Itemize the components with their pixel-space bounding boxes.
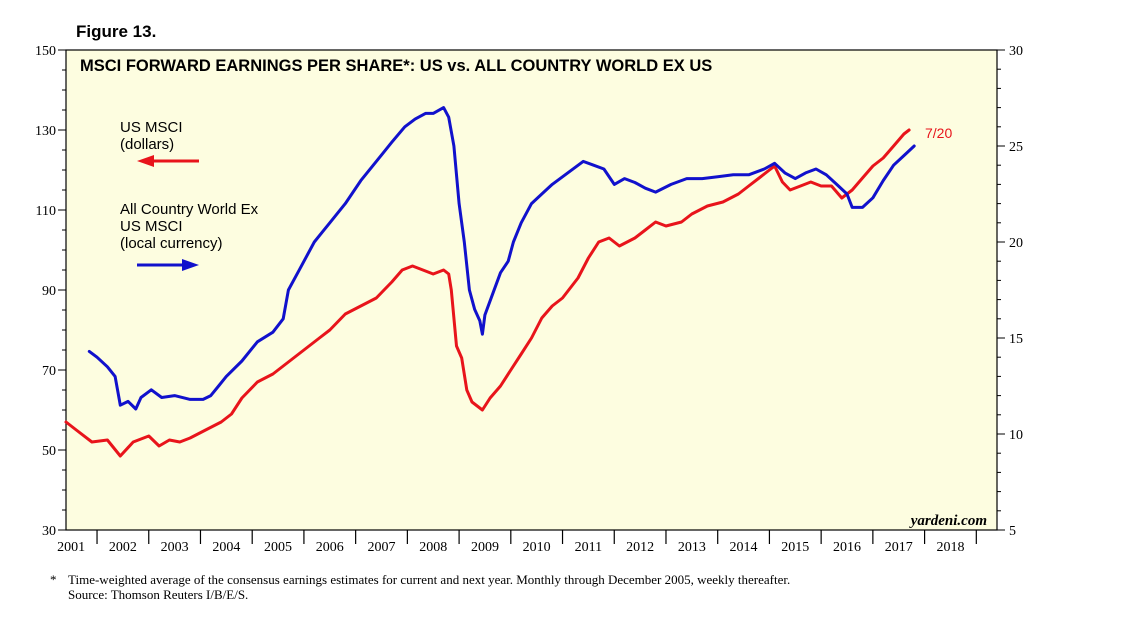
left-axis-tick-label: 70 — [42, 364, 56, 379]
footnote-marker: * — [50, 572, 57, 587]
watermark: yardeni.com — [909, 513, 987, 529]
legend-us-line1: US MSCI — [120, 119, 183, 136]
x-axis-tick-label: 2011 — [575, 540, 602, 555]
x-axis: 2001 2002 2003 2004 2005 2006 2007 2008 2009 2010… — [57, 530, 977, 555]
x-axis-tick-label: 2013 — [678, 540, 706, 555]
legend-us-line2: (dollars) — [120, 136, 174, 153]
x-axis-tick-label: 2012 — [626, 540, 654, 555]
footnote-text: Time-weighted average of the consensus e… — [68, 572, 791, 587]
x-axis-tick-label: 2002 — [109, 540, 137, 555]
chart-title: MSCI FORWARD EARNINGS PER SHARE*: US vs.… — [80, 57, 712, 75]
figure-label: Figure 13. — [76, 22, 156, 41]
x-axis-tick-label: 2015 — [781, 540, 809, 555]
x-axis-tick-label: 2003 — [161, 540, 189, 555]
right-axis-tick-label: 20 — [1009, 236, 1023, 251]
x-axis-tick-label: 2016 — [833, 540, 861, 555]
end-date-label: 7/20 — [925, 125, 952, 141]
x-axis-tick-label: 2007 — [368, 540, 396, 555]
left-axis-tick-label: 150 — [35, 44, 56, 59]
left-axis-tick-label: 110 — [36, 204, 56, 219]
left-axis: 30 50 70 90 110 130 150 — [35, 44, 66, 539]
legend-acwx-line2: US MSCI — [120, 218, 183, 235]
x-axis-tick-label: 2017 — [885, 540, 913, 555]
left-axis-tick-label: 50 — [42, 444, 56, 459]
x-axis-tick-label: 2009 — [471, 540, 499, 555]
right-axis-tick-label: 10 — [1009, 428, 1023, 443]
x-axis-tick-label: 2005 — [264, 540, 292, 555]
x-axis-tick-label: 2004 — [212, 540, 240, 555]
acwx-msci-line — [87, 106, 916, 411]
legend-acwx-line3: (local currency) — [120, 235, 223, 252]
right-axis-tick-label: 5 — [1009, 524, 1016, 539]
legend-acwx-arrow-icon — [137, 259, 199, 271]
right-axis: 5 10 15 20 25 30 — [997, 44, 1023, 539]
x-axis-tick-label: 2008 — [419, 540, 447, 555]
legend-acwx-line1: All Country World Ex — [120, 201, 259, 218]
series-lines — [64, 106, 916, 458]
x-axis-tick-label: 2006 — [316, 540, 344, 555]
us-msci-line — [64, 128, 911, 458]
right-axis-tick-label: 25 — [1009, 140, 1023, 155]
x-axis-tick-label: 2010 — [523, 540, 551, 555]
plot-area — [65, 49, 998, 531]
x-axis-tick-label: 2001 — [57, 540, 85, 555]
legend-us-arrow-icon — [137, 155, 199, 167]
chart: Figure 13. MSCI FORWARD EARNINGS PER SHA… — [35, 22, 1023, 555]
left-axis-tick-label: 30 — [42, 524, 56, 539]
legend: US MSCI (dollars) All Country World Ex U… — [120, 119, 259, 271]
x-axis-tick-label: 2014 — [730, 540, 758, 555]
right-axis-tick-label: 15 — [1009, 332, 1023, 347]
x-axis-tick-label: 2018 — [936, 540, 964, 555]
right-axis-tick-label: 30 — [1009, 44, 1023, 59]
left-axis-tick-label: 130 — [35, 124, 56, 139]
left-axis-tick-label: 90 — [42, 284, 56, 299]
source-text: Source: Thomson Reuters I/B/E/S. — [68, 587, 249, 602]
